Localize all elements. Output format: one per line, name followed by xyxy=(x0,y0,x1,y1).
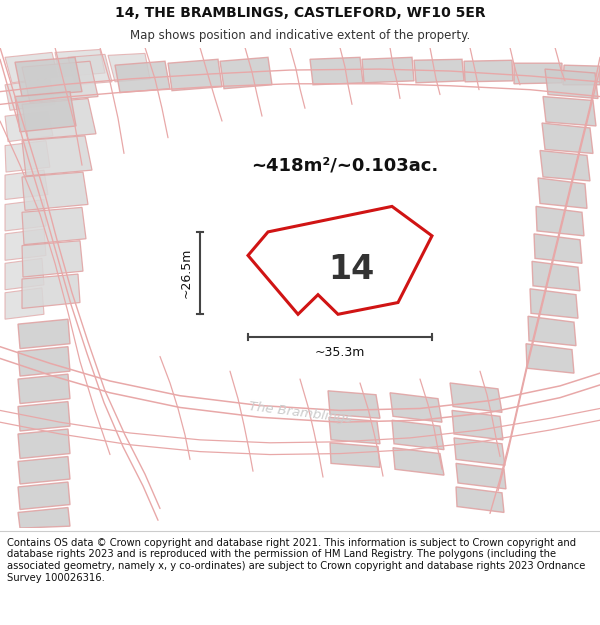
Polygon shape xyxy=(5,79,55,110)
Polygon shape xyxy=(15,92,76,132)
Polygon shape xyxy=(534,234,582,263)
Polygon shape xyxy=(22,136,92,176)
Polygon shape xyxy=(18,402,70,431)
Polygon shape xyxy=(393,448,444,475)
Polygon shape xyxy=(18,347,70,376)
Text: ~35.3m: ~35.3m xyxy=(315,346,365,359)
Polygon shape xyxy=(464,60,513,82)
Polygon shape xyxy=(5,258,44,290)
Polygon shape xyxy=(514,63,562,84)
Polygon shape xyxy=(5,170,48,199)
Polygon shape xyxy=(543,96,596,126)
Polygon shape xyxy=(22,99,96,140)
Polygon shape xyxy=(22,241,83,277)
Polygon shape xyxy=(168,59,222,91)
Polygon shape xyxy=(545,69,598,99)
Polygon shape xyxy=(5,288,44,319)
Polygon shape xyxy=(5,199,46,231)
Polygon shape xyxy=(18,319,70,349)
Polygon shape xyxy=(18,429,70,459)
Polygon shape xyxy=(310,58,363,85)
Text: The Bramblings: The Bramblings xyxy=(248,399,352,425)
Polygon shape xyxy=(22,61,98,102)
Polygon shape xyxy=(362,58,414,82)
Polygon shape xyxy=(540,151,590,181)
Polygon shape xyxy=(450,383,502,412)
Polygon shape xyxy=(108,53,150,82)
Text: Map shows position and indicative extent of the property.: Map shows position and indicative extent… xyxy=(130,29,470,42)
Polygon shape xyxy=(248,206,432,314)
Polygon shape xyxy=(530,289,578,318)
Polygon shape xyxy=(18,456,70,484)
Polygon shape xyxy=(528,316,576,346)
Polygon shape xyxy=(538,178,587,208)
Polygon shape xyxy=(328,391,380,418)
Polygon shape xyxy=(456,463,506,489)
Polygon shape xyxy=(22,208,86,244)
Polygon shape xyxy=(18,374,70,404)
Polygon shape xyxy=(542,123,593,153)
Text: 14, THE BRAMBLINGS, CASTLEFORD, WF10 5ER: 14, THE BRAMBLINGS, CASTLEFORD, WF10 5ER xyxy=(115,6,485,20)
Polygon shape xyxy=(330,442,380,468)
Polygon shape xyxy=(15,58,82,96)
Polygon shape xyxy=(55,49,105,77)
Polygon shape xyxy=(115,61,170,92)
Polygon shape xyxy=(22,172,88,211)
Polygon shape xyxy=(18,482,70,509)
Polygon shape xyxy=(68,54,112,85)
Polygon shape xyxy=(18,508,70,528)
Polygon shape xyxy=(390,392,442,422)
Text: Contains OS data © Crown copyright and database right 2021. This information is : Contains OS data © Crown copyright and d… xyxy=(7,538,586,582)
Polygon shape xyxy=(454,438,505,466)
Polygon shape xyxy=(563,65,600,85)
Polygon shape xyxy=(456,487,504,512)
Polygon shape xyxy=(392,420,444,449)
Polygon shape xyxy=(5,141,50,172)
Polygon shape xyxy=(452,411,503,440)
Text: ~418m²/~0.103ac.: ~418m²/~0.103ac. xyxy=(251,156,439,174)
Polygon shape xyxy=(220,58,272,89)
Polygon shape xyxy=(5,111,53,142)
Polygon shape xyxy=(526,344,574,373)
Polygon shape xyxy=(5,52,58,82)
Polygon shape xyxy=(22,274,80,308)
Polygon shape xyxy=(532,261,580,291)
Text: ~26.5m: ~26.5m xyxy=(179,248,193,298)
Polygon shape xyxy=(414,59,464,82)
Polygon shape xyxy=(329,418,380,444)
Polygon shape xyxy=(536,206,584,236)
Text: 14: 14 xyxy=(328,253,374,286)
Polygon shape xyxy=(5,229,46,261)
